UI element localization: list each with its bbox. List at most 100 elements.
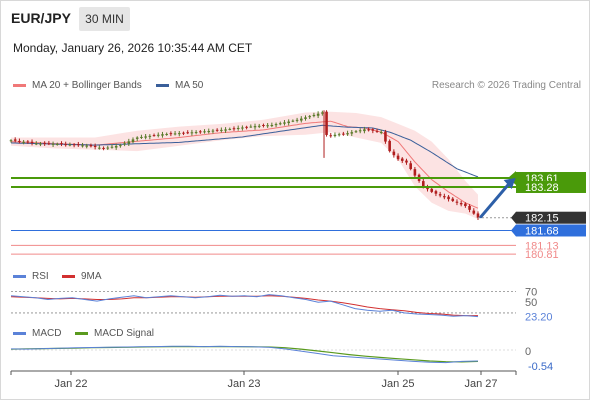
candle-body	[194, 132, 198, 134]
ma50-swatch	[156, 83, 169, 87]
candle-body	[60, 143, 63, 145]
candle-body	[249, 126, 253, 128]
candle-body	[350, 132, 354, 134]
candle-body	[363, 129, 366, 132]
candle-body	[257, 125, 261, 127]
candle-body	[144, 136, 147, 138]
candle-body	[295, 119, 299, 121]
rsi-swatch	[13, 274, 26, 278]
candle-body	[199, 131, 202, 133]
rsi-value-tag	[516, 310, 586, 324]
candle-body	[325, 111, 328, 135]
candle-body	[102, 147, 105, 149]
time-axis-label: Jan 27	[464, 378, 497, 390]
rsi-tick-label: 50	[525, 297, 537, 309]
candle-body	[409, 163, 412, 170]
candle-body	[329, 135, 333, 137]
legend-macd-signal-label: MACD Signal	[94, 328, 155, 339]
candle-body	[379, 132, 383, 134]
candle-body	[384, 131, 387, 142]
interval-button[interactable]: 30 MIN	[79, 7, 130, 31]
legend-ma50-label: MA 50	[175, 80, 204, 91]
ma50-line	[10, 124, 479, 178]
candle-body	[396, 155, 400, 160]
candle-body	[68, 144, 72, 146]
candle-body	[354, 131, 358, 133]
candle-body	[224, 129, 227, 131]
candle-body	[455, 201, 459, 203]
candle-body	[299, 118, 303, 121]
candle-body	[30, 141, 34, 143]
legend-macd-label: MACD	[32, 328, 62, 339]
candle-body	[173, 133, 177, 135]
last-price-tag	[516, 211, 586, 224]
last-price-label: 182.15	[525, 213, 559, 225]
candle-body	[22, 141, 25, 143]
candle-body	[236, 127, 240, 129]
candle-body	[472, 210, 476, 214]
legend-rsi-ma: 9MA	[62, 271, 102, 282]
candle-body	[47, 143, 51, 145]
candle-body	[426, 187, 429, 190]
last-price-tag-pointer	[511, 211, 516, 224]
rsi-tick-label: 70	[525, 286, 537, 298]
candle-body	[9, 140, 13, 142]
legend-macd: MACD	[13, 328, 61, 339]
pivot-tag	[516, 224, 586, 237]
candle-body	[270, 124, 274, 127]
candle-body	[245, 126, 248, 128]
legend-rsi-label: RSI	[32, 271, 49, 282]
candle-body	[119, 145, 122, 147]
candle-body	[43, 142, 46, 144]
candle-body	[459, 203, 463, 205]
candle-body	[140, 136, 143, 138]
candle-body	[77, 144, 80, 146]
bollinger-band	[11, 111, 478, 220]
candle-body	[72, 144, 76, 146]
candle-body	[55, 143, 59, 145]
candle-body	[123, 143, 126, 145]
legend-ma50: MA 50	[156, 80, 203, 91]
time-axis-label: Jan 25	[381, 378, 414, 390]
support-1-label: 181.13	[525, 240, 559, 252]
candle-body	[203, 131, 206, 133]
candle-body	[169, 133, 173, 135]
resistance-2-label: 183.28	[525, 182, 559, 194]
candle-body	[451, 198, 455, 201]
legend-ma20-label: MA 20 + Bollinger Bands	[32, 80, 142, 91]
candle-body	[81, 145, 84, 147]
candle-body	[13, 139, 17, 141]
candle-body	[110, 146, 114, 148]
macd-value-label: -0.54	[528, 361, 553, 373]
candle-body	[266, 125, 269, 127]
candle-body	[220, 129, 223, 131]
candle-body	[346, 133, 349, 135]
rsi-tick-label: 23.20	[525, 312, 553, 324]
macd-signal-line	[10, 346, 479, 363]
candle-body	[241, 127, 244, 129]
forecast-arrow-shaft	[479, 181, 512, 219]
candle-body	[342, 133, 345, 135]
candle-body	[413, 169, 417, 176]
time-axis-label: Jan 22	[54, 378, 87, 390]
candle-body	[476, 213, 480, 218]
candle-body	[304, 117, 307, 119]
candle-body	[39, 143, 42, 145]
macd-swatch	[13, 331, 26, 335]
candle-body	[405, 160, 408, 163]
candle-body	[443, 196, 446, 198]
candle-body	[283, 122, 286, 124]
candle-body	[156, 134, 160, 136]
candle-body	[371, 129, 375, 131]
ma20-swatch	[13, 83, 26, 87]
candle-body	[400, 158, 404, 161]
candle-body	[211, 130, 215, 132]
candle-body	[114, 145, 118, 148]
candle-body	[190, 132, 194, 134]
candle-body	[388, 140, 391, 152]
candle-body	[34, 143, 38, 145]
forecast-arrow-head	[503, 178, 516, 190]
candle-body	[274, 124, 278, 126]
